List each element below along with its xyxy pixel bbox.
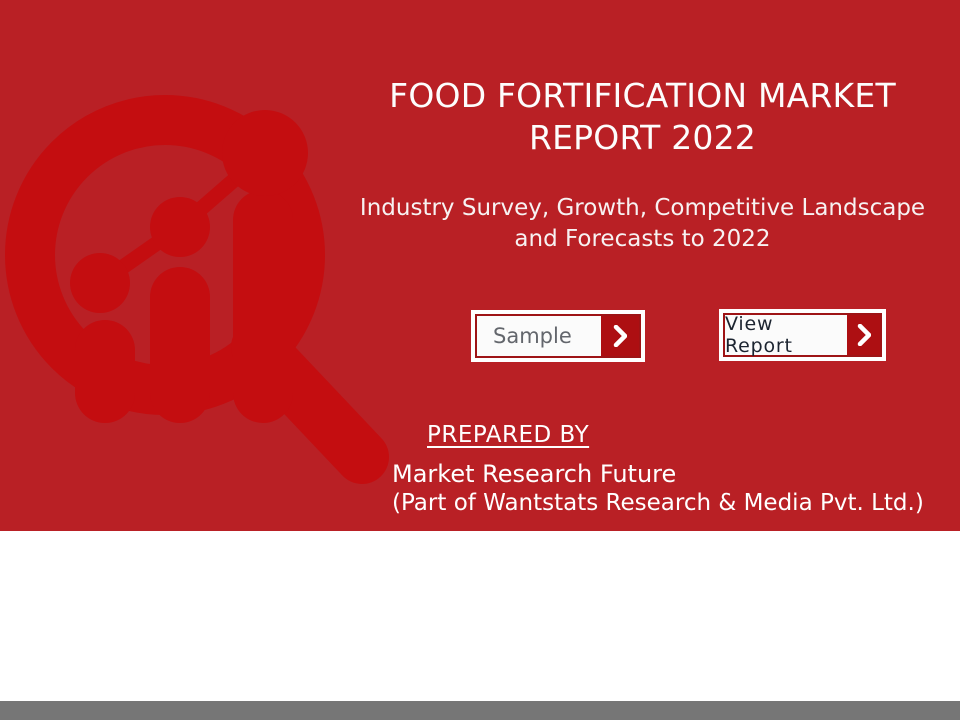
mrf-logo-watermark-icon bbox=[5, 95, 389, 484]
subtitle-line-1: Industry Survey, Growth, Competitive Lan… bbox=[359, 195, 926, 222]
view-report-button[interactable]: View Report bbox=[719, 309, 886, 361]
sample-button[interactable]: Sample bbox=[471, 310, 645, 362]
company-name: Market Research Future bbox=[392, 460, 677, 488]
sample-button-label: Sample bbox=[493, 324, 572, 348]
title-line-2: REPORT 2022 bbox=[528, 118, 756, 158]
prepared-by-heading: PREPARED BY bbox=[427, 422, 590, 448]
company-subtitle: (Part of Wantstats Research & Media Pvt.… bbox=[392, 490, 924, 517]
footer-section: www.marketresearchfuture.com MARKET RESE… bbox=[0, 531, 960, 701]
page-subtitle: Industry Survey, Growth, Competitive Lan… bbox=[330, 193, 955, 254]
chevron-right-icon bbox=[601, 316, 639, 356]
prepared-by-block: PREPARED BY Market Research Future (Part… bbox=[392, 422, 952, 517]
bottom-bar bbox=[0, 701, 960, 720]
hero-text-block: FOOD FORTIFICATION MARKET REPORT 2022 In… bbox=[330, 0, 955, 254]
view-report-button-label: View Report bbox=[725, 313, 793, 357]
page-title: FOOD FORTIFICATION MARKET REPORT 2022 bbox=[330, 75, 955, 159]
chevron-right-icon bbox=[847, 315, 880, 355]
hero-section: FOOD FORTIFICATION MARKET REPORT 2022 In… bbox=[0, 0, 960, 531]
view-report-button-inner: View Report bbox=[723, 313, 882, 357]
title-line-1: FOOD FORTIFICATION MARKET bbox=[389, 76, 896, 115]
sample-button-inner: Sample bbox=[475, 314, 641, 358]
subtitle-line-2: and Forecasts to 2022 bbox=[514, 225, 771, 252]
